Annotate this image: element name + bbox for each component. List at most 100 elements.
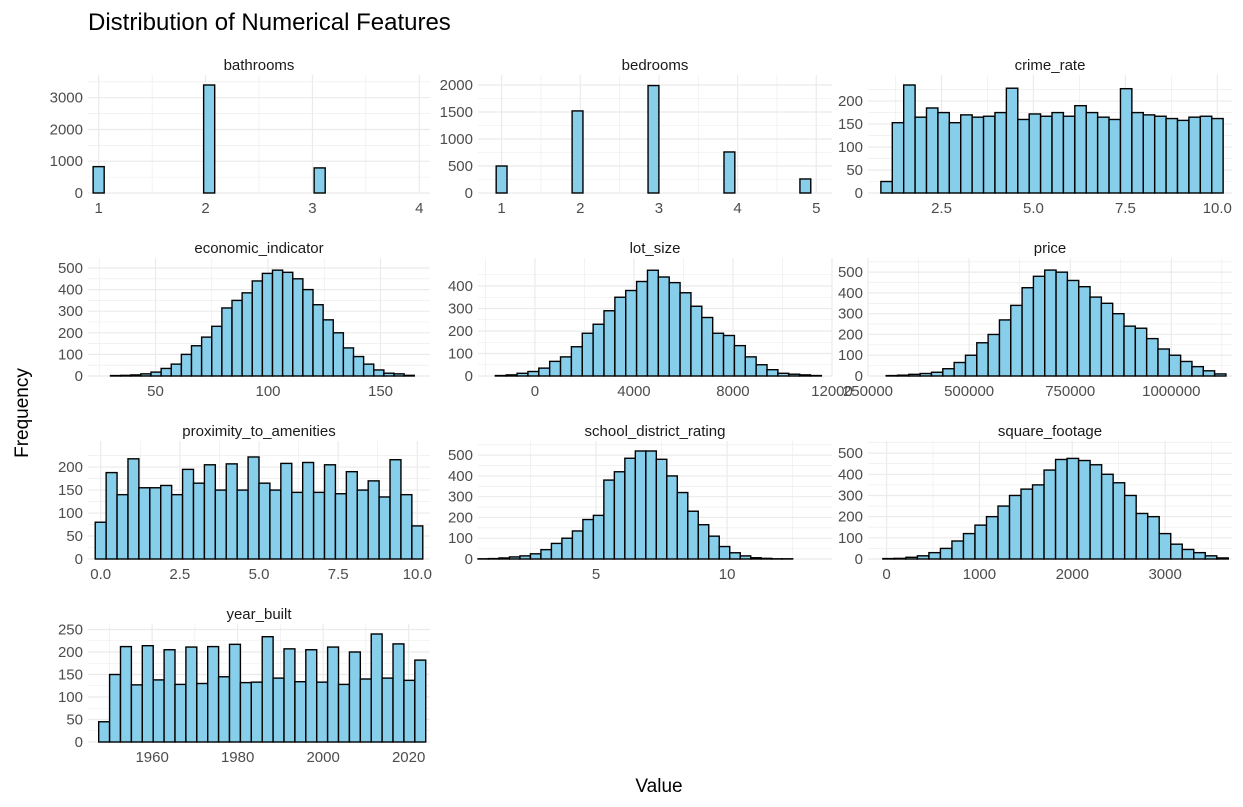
y-tick-label: 400 [58,282,83,299]
histogram-bar [711,332,725,377]
x-tick-label: 2000 [1056,566,1089,583]
histogram-bar [313,167,326,194]
histogram-bar [1108,118,1122,194]
histogram-bar [322,319,334,377]
x-tick-label: 0.0 [90,566,111,583]
histogram-bar [163,649,176,743]
facet-label: school_district_rating [585,423,726,440]
histogram-bar [550,542,563,560]
histogram-bar [1179,360,1193,377]
histogram-bar [987,333,1001,377]
y-tick-label: 500 [448,158,473,175]
histogram-bar [332,332,345,377]
histogram-bar [582,518,595,560]
histogram-bar [697,524,710,560]
y-tick-label: 300 [448,301,473,318]
y-tick-label: 200 [838,326,863,343]
x-tick-label: 1960 [135,749,168,766]
panel-economic-indicator: 0 100 200 300 400 500 50 100 150 economic_indicat… [58,240,430,400]
y-tick-label: 200 [448,323,473,340]
x-tick-label: 7.5 [328,566,349,583]
histogram-bar [359,678,372,743]
histogram-bar [971,116,985,194]
x-tick-label: 0 [882,566,890,583]
x-tick-label: 12000 [811,383,853,400]
x-tick-label: 2.5 [169,566,190,583]
facet-label: lot_size [630,240,681,257]
x-tick-label: 2 [201,200,209,217]
histogram-bar [561,537,574,560]
histogram-bar [1008,494,1022,560]
x-tick-label: 0 [531,383,539,400]
y-tick-label: 0 [855,551,863,568]
histogram-bar [1146,515,1160,560]
x-tick-label: 4 [733,200,741,217]
histogram-bar [294,681,307,743]
histogram-bar [1031,484,1045,560]
histogram-bar [1005,87,1019,194]
facet-label: economic_indicator [194,240,323,257]
histogram-bar [1062,115,1076,194]
histogram-bar [676,491,689,560]
histogram-bar [130,684,143,743]
histogram-bar [592,514,605,560]
histogram-bar [400,493,413,560]
histogram-bar [1066,279,1080,377]
histogram-bar [625,289,638,377]
histogram-bar [668,281,681,377]
histogram-bar [116,493,129,560]
histogram-bar [403,679,416,743]
y-tick-label: 500 [838,264,863,281]
y-tick-label: 200 [838,509,863,526]
histogram-bar [1100,302,1114,377]
histogram-bar [690,305,703,377]
facet-label: price [1034,240,1067,257]
histogram-bar [613,471,626,560]
histogram-bar [902,84,916,194]
histogram-bar [269,489,282,560]
histogram-bar [141,645,154,743]
histogram-bar [1032,275,1046,377]
histogram-bar [527,370,540,377]
histogram-bar [1213,373,1227,377]
y-tick-label: 300 [838,306,863,323]
y-tick-label: 100 [58,505,83,522]
histogram-bar [624,457,637,560]
histogram-bar [953,361,967,377]
histogram-bar [221,307,233,377]
histogram-bar [498,557,511,560]
histogram-bar [880,180,893,194]
y-tick-label: 400 [838,466,863,483]
histogram-bar [119,374,132,377]
histogram-bar [1153,115,1167,194]
histogram-bar [1039,115,1053,194]
histogram-bar [571,530,584,560]
histogram-bar [1176,119,1190,194]
histogram-bar [1193,551,1206,560]
histogram-bar [939,547,953,560]
panel-year-built: 0 50 100 150 200 250 1960 1980 2000 2020 year_buil… [58,606,430,766]
x-tick-label: 10.0 [1203,200,1232,217]
x-tick-label: 4 [415,200,423,217]
histogram-bar [185,646,198,743]
histogram-bar [170,493,184,560]
histogram-bar [214,489,227,560]
histogram-bar [916,555,930,560]
x-tick-label: 10.0 [403,566,432,583]
histogram-bar [291,491,304,560]
y-tick-label: 2000 [440,77,473,94]
histogram-bar [914,116,928,194]
histogram-bar [196,682,209,743]
histogram-bar [225,463,238,560]
histogram-bar [1131,111,1144,194]
histogram-bar [1028,113,1042,194]
histogram-bar [1142,114,1156,194]
histogram-bar [942,368,955,377]
histogram-bar [739,555,752,560]
histogram-bar [181,468,195,560]
histogram-bar [655,458,668,560]
y-tick-label: 300 [448,489,473,506]
y-tick-label: 50 [66,712,83,729]
panel-school-district-rating: 0 100 200 300 400 500 5 10 school_district_ratin… [448,423,832,583]
histogram-bar [1199,115,1213,194]
